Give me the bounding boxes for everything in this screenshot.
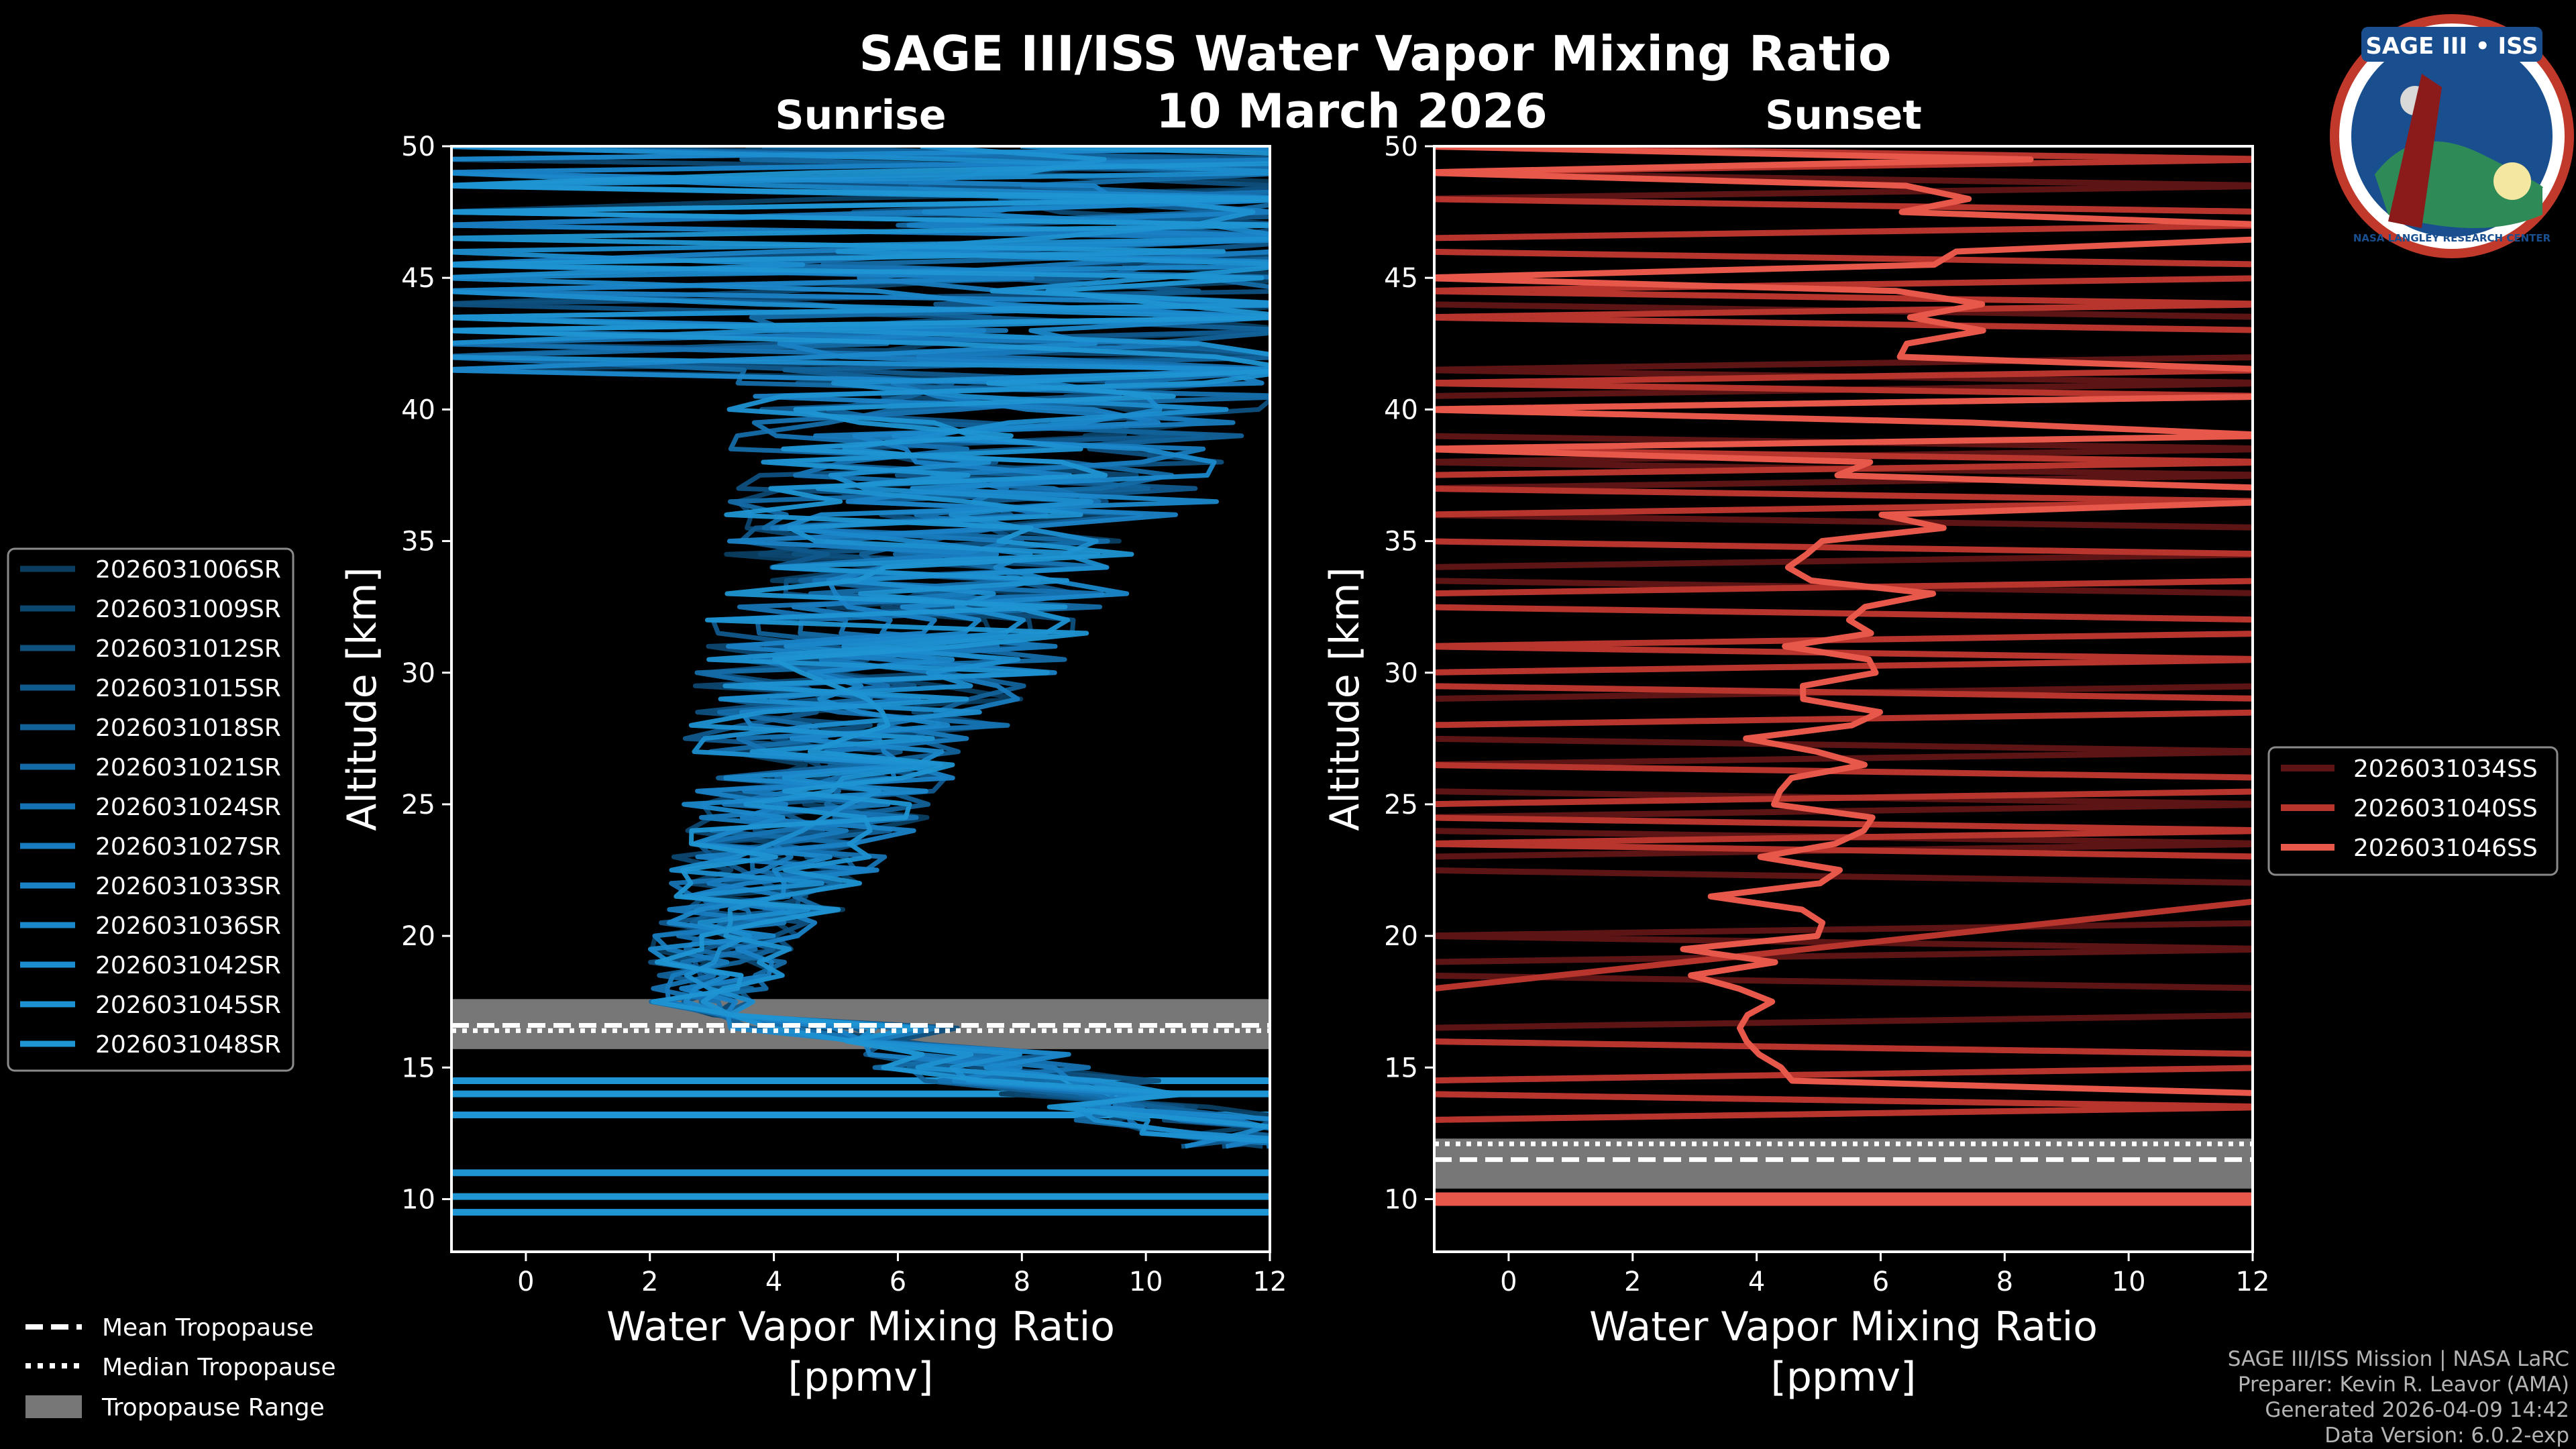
sunrise-legend: 2026031006SR 2026031009SR 2026031012SR 2026… [7, 547, 294, 1072]
legend-label-2026031033SR: 2026031033SR [95, 873, 281, 900]
y-tick-label: 25 [401, 790, 435, 820]
legend-label-2026031042SR: 2026031042SR [95, 952, 281, 979]
legend-label-2026031012SR: 2026031012SR [95, 635, 281, 663]
y-tick-label: 20 [401, 921, 435, 952]
credit-line-1: SAGE III/ISS Mission | NASA LaRC [2228, 1347, 2569, 1371]
credit-line-3: Generated 2026-04-09 14:42 [2265, 1398, 2569, 1422]
mean-tropopause-label: Mean Tropopause [102, 1314, 314, 1342]
y-tick-label: 35 [1384, 527, 1418, 557]
x-tick-label: 6 [1872, 1267, 1889, 1297]
sunrise-xlabel-line2: [ppmv] [788, 1354, 934, 1401]
median-tropopause-label: Median Tropopause [102, 1354, 336, 1381]
y-tick-label: 40 [1384, 394, 1418, 425]
sunset-series [1434, 146, 2253, 1206]
series-line-2026031027SR [451, 197, 1270, 1149]
y-tick-label: 15 [401, 1053, 435, 1083]
legend-label-2026031021SR: 2026031021SR [95, 754, 281, 782]
x-tick-label: 8 [1996, 1267, 2013, 1297]
legend-label-2026031006SR: 2026031006SR [95, 556, 281, 584]
series-line-2026031045SR [451, 146, 1270, 1144]
y-tick-label: 45 [401, 263, 435, 294]
legend-label-2026031018SR: 2026031018SR [95, 714, 281, 742]
credit-line-2: Preparer: Kevin R. Leavor (AMA) [2238, 1373, 2569, 1397]
y-tick-label: 15 [1384, 1053, 1418, 1083]
sunset-ylabel: Altitude [km] [1322, 567, 1368, 831]
series-line-2026031040SS [1434, 146, 2253, 1123]
tropopause-range-band [1434, 1138, 2253, 1189]
legend-label-2026031015SR: 2026031015SR [95, 675, 281, 702]
legend-label-2026031034SS: 2026031034SS [2353, 755, 2538, 783]
legend-label-2026031048SR: 2026031048SR [95, 1031, 281, 1059]
legend-label-2026031045SR: 2026031045SR [95, 991, 281, 1019]
y-tick-label: 45 [1384, 263, 1418, 294]
series-line-2026031048SR [451, 146, 1270, 1130]
chart-date: 10 March 2026 [1156, 84, 1548, 139]
x-tick-label: 10 [2112, 1267, 2146, 1297]
sunrise-series [451, 146, 1270, 1216]
sunset-panel: 0 2 4 6 8 10 12 10 15 20 25 30 35 40 45 50 Altitude [km… [1322, 131, 2270, 1401]
sunrise-xlabel-line1: Water Vapor Mixing Ratio [606, 1303, 1115, 1350]
x-tick-label: 12 [1253, 1267, 1287, 1297]
chart-title: SAGE III/ISS Water Vapor Mixing Ratio [859, 25, 1891, 82]
x-tick-label: 4 [765, 1267, 782, 1297]
sunrise-panel: 0 2 4 6 8 10 12 10 15 20 25 30 35 40 45 50 Altitude [km… [339, 131, 1287, 1401]
series-line-2026031042SR [451, 146, 1270, 1141]
sunset-panel-title: Sunset [1765, 92, 1922, 139]
y-tick-label: 10 [1384, 1185, 1418, 1216]
x-tick-label: 2 [1624, 1267, 1641, 1297]
y-tick-label: 30 [1384, 658, 1418, 689]
y-tick-label: 50 [1384, 131, 1418, 162]
x-tick-label: 6 [890, 1267, 906, 1297]
tropopause-range-label: Tropopause Range [101, 1394, 325, 1421]
legend-label-2026031036SR: 2026031036SR [95, 912, 281, 940]
legend-label-2026031009SR: 2026031009SR [95, 596, 281, 623]
x-tick-label: 8 [1014, 1267, 1030, 1297]
legend-label-2026031046SS: 2026031046SS [2353, 835, 2538, 862]
y-tick-label: 35 [401, 527, 435, 557]
y-tick-label: 10 [401, 1185, 435, 1216]
tropopause-legend: Mean Tropopause Median Tropopause Tropop… [25, 1314, 336, 1421]
sunset-axes-frame [1433, 145, 2254, 1253]
sunrise-ylabel: Altitude [km] [339, 567, 386, 831]
x-tick-label: 4 [1748, 1267, 1765, 1297]
logo-text: SAGE III • ISS [2365, 33, 2538, 60]
x-tick-label: 10 [1129, 1267, 1163, 1297]
tropopause-range-swatch [25, 1395, 82, 1418]
x-tick-label: 0 [1500, 1267, 1517, 1297]
logo-ring-text: NASA LANGLEY RESEARCH CENTER [2353, 232, 2551, 244]
legend-label-2026031027SR: 2026031027SR [95, 833, 281, 861]
y-tick-label: 40 [401, 394, 435, 425]
y-tick-label: 50 [401, 131, 435, 162]
sunrise-axes-frame [450, 145, 1271, 1253]
legend-label-2026031040SS: 2026031040SS [2353, 795, 2538, 822]
sunset-xlabel-line1: Water Vapor Mixing Ratio [1589, 1303, 2098, 1350]
x-tick-label: 0 [517, 1267, 534, 1297]
series-line-2026031046SS [1434, 146, 2253, 1096]
y-tick-label: 20 [1384, 921, 1418, 952]
sunset-xlabel-line2: [ppmv] [1771, 1354, 1917, 1401]
x-tick-label: 12 [2236, 1267, 2270, 1297]
sunset-legend: 2026031034SS 2026031040SS 2026031046SS [2267, 746, 2559, 876]
x-tick-label: 2 [641, 1267, 658, 1297]
y-tick-label: 25 [1384, 790, 1418, 820]
y-tick-label: 30 [401, 658, 435, 689]
sunrise-panel-title: Sunrise [775, 92, 946, 139]
legend-label-2026031024SR: 2026031024SR [95, 794, 281, 821]
credit-line-4: Data Version: 6.0.2-exp [2324, 1424, 2569, 1448]
sage-iii-iss-logo: SAGE III • ISS NASA LANGLEY RESEARCH CEN… [2330, 14, 2574, 258]
